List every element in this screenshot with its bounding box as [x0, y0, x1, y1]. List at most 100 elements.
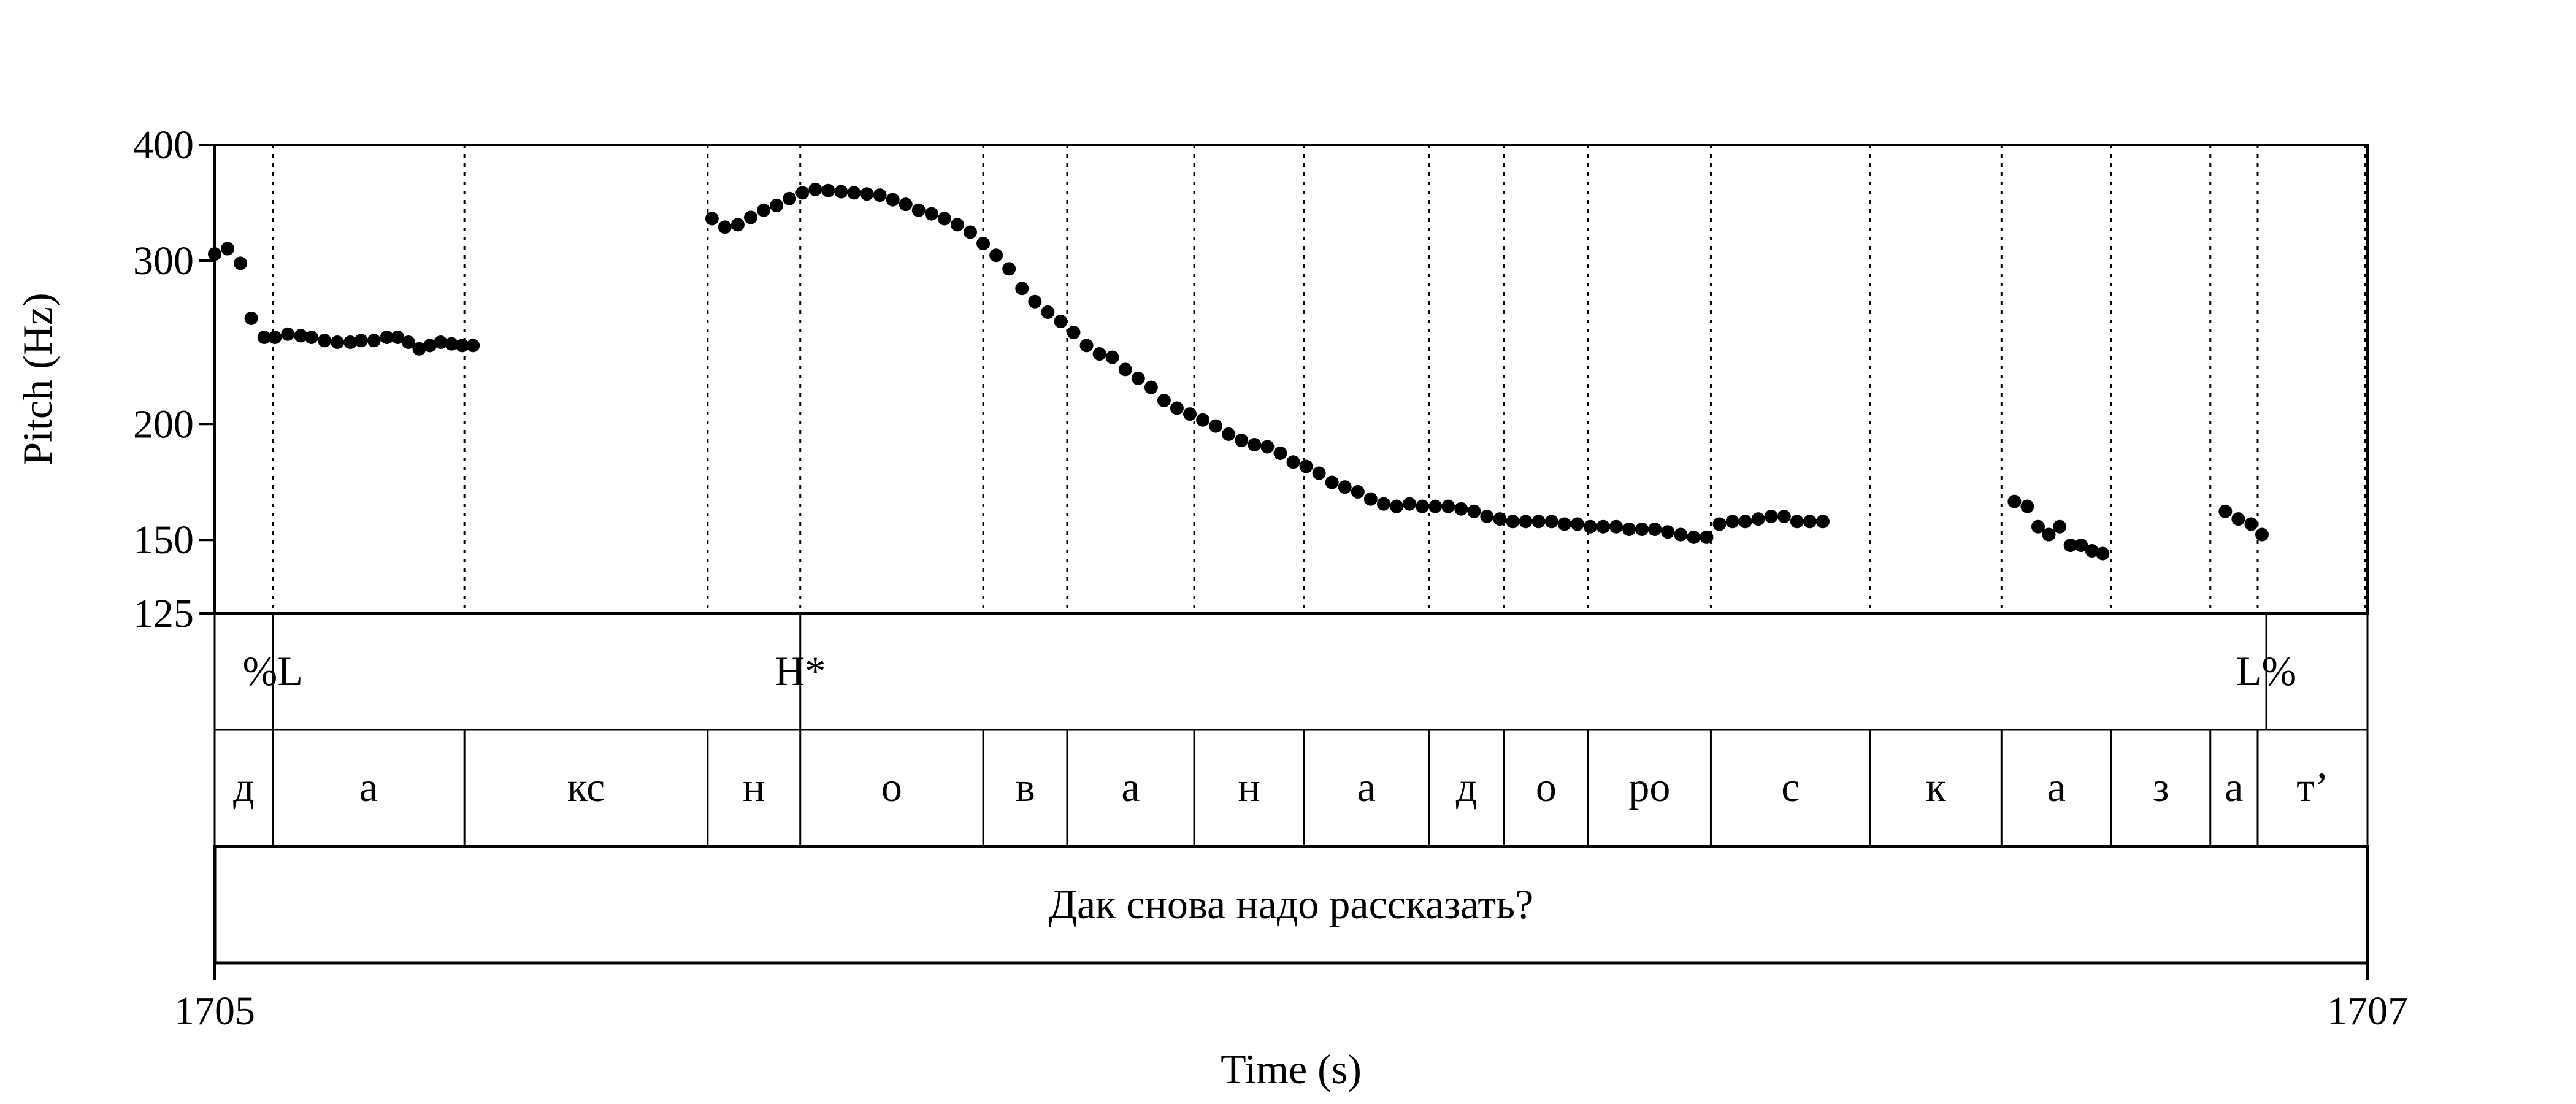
pitch-point — [757, 203, 771, 217]
pitch-point — [1700, 530, 1714, 544]
pitch-point — [281, 327, 295, 341]
pitch-point — [1079, 339, 1094, 353]
pitch-point — [455, 339, 469, 353]
pitch-point — [911, 203, 926, 217]
pitch-point — [1764, 509, 1778, 523]
segment-boundaries — [272, 730, 2259, 846]
pitch-point — [1170, 401, 1184, 415]
tone-labels: %L H* L% — [243, 648, 2296, 694]
pitch-point — [1144, 380, 1158, 394]
pitch-point — [1441, 499, 1455, 513]
pitch-point — [331, 335, 345, 349]
x-tick-label-start: 1705 — [174, 989, 255, 1033]
pitch-point — [1235, 434, 1249, 448]
sentence-label: Дак снова надо рассказать? — [1049, 881, 1534, 927]
pitch-point — [1209, 419, 1223, 433]
pitch-point — [466, 339, 480, 353]
segment-label-8: а — [1357, 764, 1376, 810]
pitch-point — [2218, 504, 2233, 518]
pitch-point — [1092, 347, 1106, 361]
pitch-point — [937, 212, 951, 226]
pitch-point — [412, 342, 426, 356]
pitch-point — [367, 334, 381, 348]
pitch-point — [770, 199, 784, 213]
segment-label-3: н — [743, 764, 765, 810]
pitch-point — [1583, 519, 1597, 534]
pitch-point — [821, 183, 835, 197]
pitch-point — [1674, 527, 1688, 542]
pitch-point — [1054, 315, 1068, 329]
pitch-point — [423, 339, 437, 353]
pitch-point — [730, 218, 745, 232]
pitch-point — [1338, 480, 1352, 494]
pitch-point — [1248, 437, 1262, 451]
pitch-point — [1389, 499, 1403, 513]
pitch-point — [391, 330, 405, 344]
pitch-point — [989, 248, 1003, 263]
pitch-point — [1622, 522, 1636, 536]
pitch-point — [380, 330, 394, 344]
segment-label-15: з — [2153, 764, 2169, 810]
segment-boundary-guides — [272, 145, 2366, 613]
pitch-point — [1183, 407, 1197, 421]
pitch-point — [2074, 539, 2088, 553]
pitch-point — [1105, 350, 1119, 364]
pitch-point — [1777, 509, 1791, 523]
tone-label-2: L% — [2236, 648, 2296, 694]
pitch-point — [1325, 475, 1339, 489]
pitch-point — [1118, 362, 1132, 377]
y-tick-label-150: 150 — [133, 518, 194, 562]
pitch-point — [2031, 519, 2045, 534]
pitch-point — [1363, 492, 1378, 506]
pitch-point — [1687, 530, 1701, 544]
pitch-point — [1738, 515, 1752, 529]
tone-label-1: H* — [775, 648, 826, 694]
pitch-point — [1454, 502, 1468, 516]
pitch-points — [208, 182, 2269, 561]
pitch-point — [1609, 519, 1623, 534]
pitch-point — [1570, 517, 1584, 531]
pitch-point — [860, 187, 874, 201]
pitch-point — [221, 242, 235, 256]
pitch-point — [1596, 519, 1610, 534]
pitch-point — [1506, 515, 1520, 529]
pitch-point — [1480, 509, 1494, 523]
segment-label-13: к — [1926, 764, 1947, 810]
pitch-point — [899, 197, 913, 212]
pitch-point — [718, 220, 732, 234]
pitch-point — [445, 337, 459, 351]
pitch-point — [964, 225, 978, 239]
pitch-point — [434, 335, 448, 349]
pitch-point — [1157, 394, 1171, 408]
pitch-point — [1661, 525, 1675, 539]
pitch-point — [1041, 305, 1055, 319]
pitch-point — [1260, 440, 1275, 454]
pitch-point — [705, 212, 719, 226]
segment-label-6: а — [1121, 764, 1140, 810]
pitch-point — [1002, 262, 1016, 276]
pitch-point — [2085, 543, 2099, 558]
y-axis-ticks: 125 150 200 300 400 — [133, 123, 215, 636]
pitch-point — [2231, 512, 2245, 526]
pitch-point — [1351, 485, 1365, 499]
pitch-point — [1725, 515, 1739, 529]
x-axis-ticks: 1705 1707 — [174, 963, 2408, 1033]
pitch-point — [1376, 497, 1390, 511]
pitch-point — [1299, 459, 1313, 473]
pitch-point — [1286, 455, 1300, 469]
pitch-point — [2063, 539, 2077, 553]
segment-tier-frame — [213, 729, 2369, 848]
pitch-point — [2042, 527, 2056, 542]
pitch-point — [1803, 515, 1817, 529]
segment-label-9: д — [1456, 764, 1478, 810]
pitch-point — [743, 210, 757, 224]
segment-label-2: кс — [567, 764, 605, 810]
pitch-point — [1273, 446, 1287, 460]
pitch-point — [244, 311, 258, 325]
pitch-point — [1519, 515, 1533, 529]
segment-labels: д а кс н о в а н а д о ро с к а з а т’ — [233, 764, 2329, 810]
segment-label-7: н — [1238, 764, 1260, 810]
pitch-point — [401, 335, 415, 349]
pitch-point — [294, 329, 308, 343]
pitch-point — [1635, 522, 1649, 536]
